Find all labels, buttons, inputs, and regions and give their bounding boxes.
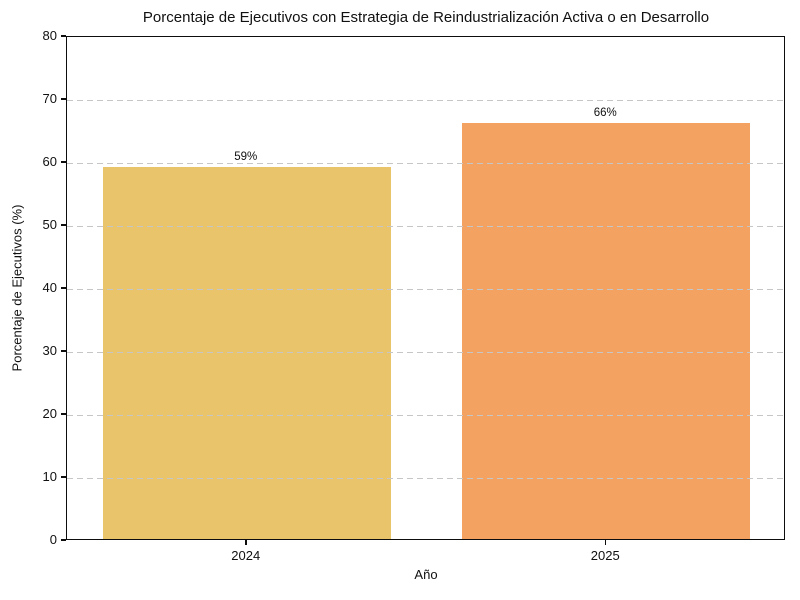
gridline-60 [67, 163, 784, 164]
y-tick-mark [61, 539, 66, 541]
x-tick-label: 2025 [590, 548, 620, 563]
y-tick-mark [61, 224, 66, 226]
bar-2025 [462, 123, 751, 539]
gridline-70 [67, 100, 784, 101]
gridline-40 [67, 289, 784, 290]
gridline-10 [67, 478, 784, 479]
gridline-20 [67, 415, 784, 416]
y-tick-label: 60 [42, 154, 57, 169]
y-tick-mark [61, 476, 66, 478]
y-tick-mark [61, 413, 66, 415]
bar-value-label-2025: 66% [593, 107, 617, 120]
plot-area [66, 36, 785, 540]
y-tick-label: 30 [42, 343, 57, 358]
y-tick-mark [61, 98, 66, 100]
bar-value-label-2024: 59% [234, 151, 258, 164]
y-tick-label: 10 [42, 469, 57, 484]
y-tick-mark [61, 287, 66, 289]
x-tick-label: 2024 [231, 548, 261, 563]
y-tick-label: 20 [42, 406, 57, 421]
chart-title: Porcentaje de Ejecutivos con Estrategia … [142, 9, 710, 26]
x-tick-mark [604, 540, 606, 545]
gridline-30 [67, 352, 784, 353]
y-tick-mark [61, 161, 66, 163]
y-tick-label: 80 [42, 28, 57, 43]
x-axis-label: Año [414, 567, 438, 582]
y-tick-mark [61, 350, 66, 352]
y-tick-label: 40 [42, 280, 57, 295]
bar-2024 [102, 167, 391, 539]
gridline-50 [67, 226, 784, 227]
x-tick-mark [245, 540, 247, 545]
y-tick-label: 70 [42, 91, 57, 106]
y-tick-mark [61, 35, 66, 37]
y-tick-label: 50 [42, 217, 57, 232]
y-tick-label: 0 [49, 532, 57, 547]
